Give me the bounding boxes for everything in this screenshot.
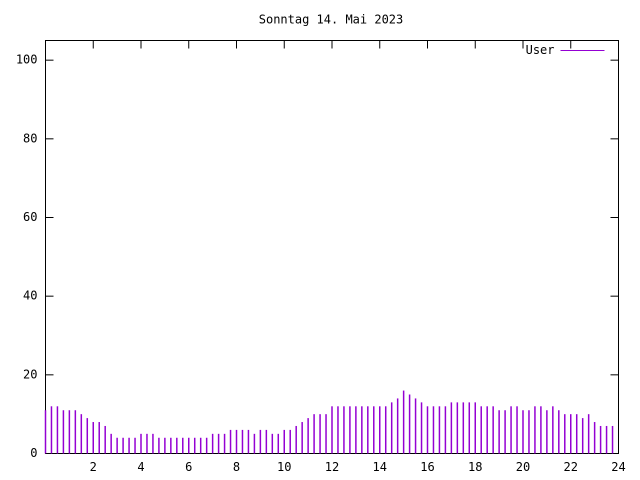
y-tick-label: 40: [23, 289, 37, 303]
x-tick-label: 12: [325, 460, 339, 474]
y-tick-label: 100: [16, 53, 38, 67]
x-tick-label: 4: [137, 460, 144, 474]
x-tick-label: 24: [611, 460, 625, 474]
x-tick-label: 10: [277, 460, 291, 474]
x-tick-label: 2: [90, 460, 97, 474]
x-tick-label: 14: [373, 460, 387, 474]
x-tick-label: 6: [185, 460, 192, 474]
chart-title: Sonntag 14. Mai 2023: [259, 13, 404, 27]
x-tick-label: 16: [420, 460, 434, 474]
y-tick-label: 80: [23, 131, 37, 145]
y-tick-label: 0: [30, 446, 37, 460]
x-tick-label: 8: [233, 460, 240, 474]
y-tick-label: 60: [23, 210, 37, 224]
legend-label: User: [526, 43, 555, 57]
x-tick-label: 22: [564, 460, 578, 474]
x-tick-label: 18: [468, 460, 482, 474]
y-tick-label: 20: [23, 367, 37, 381]
x-tick-label: 20: [516, 460, 530, 474]
